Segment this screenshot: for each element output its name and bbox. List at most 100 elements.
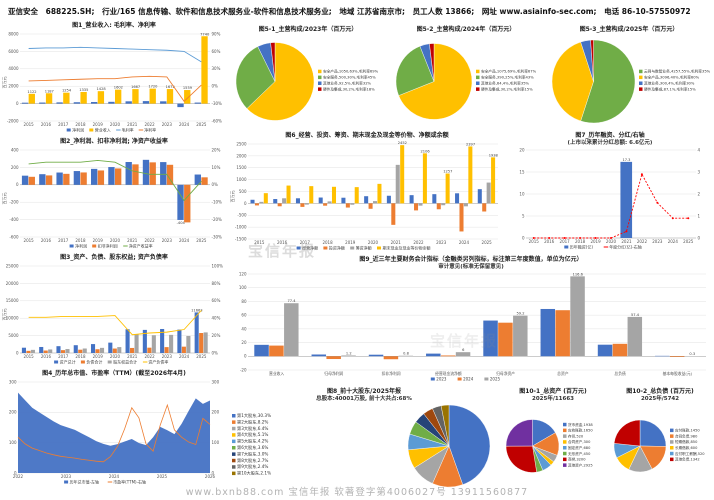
svg-text:2025: 2025 — [196, 122, 207, 127]
ticker: 688225.SH; — [45, 7, 95, 16]
svg-text:2106: 2106 — [421, 149, 431, 153]
svg-text:2016: 2016 — [544, 239, 555, 244]
svg-text:60%: 60% — [212, 298, 221, 303]
svg-text:合同负债,980: 合同负债,980 — [675, 433, 698, 438]
svg-text:百万元: 百万元 — [230, 190, 235, 202]
svg-text:短期借款,850: 短期借款,850 — [675, 439, 698, 444]
svg-text:第2大股东,8.2%: 第2大股东,8.2% — [237, 418, 268, 425]
svg-text:0%: 0% — [212, 182, 219, 187]
svg-text:2025: 2025 — [490, 376, 501, 381]
svg-text:第9大股东,2.4%: 第9大股东,2.4% — [237, 463, 268, 470]
svg-text:2022: 2022 — [144, 122, 155, 127]
svg-text:400: 400 — [11, 147, 19, 152]
svg-text:合同资产,300: 合同资产,300 — [568, 439, 591, 444]
svg-text:2017: 2017 — [560, 239, 571, 244]
chart-plot-area: 0 0 5 1 10 2 15 3 20 4 2015 2016 2017 2018 2019 2020 202… — [508, 146, 712, 252]
svg-text:-500: -500 — [237, 212, 247, 217]
svg-text:其他资产,2925: 其他资产,2925 — [568, 462, 593, 467]
fig6-cashflow-chart: 图6_经营、投资、筹资、期末现金及现金等价物、净额或余额 -1500 -1000-… — [230, 132, 504, 252]
fig9-plot: -20 0 20 40 60 80 100 120 营业收入 归母净利润 扣非净利润 经营现金流净额 归… — [239, 271, 706, 381]
svg-text:100: 100 — [212, 440, 220, 445]
svg-text:100: 100 — [239, 285, 247, 290]
svg-text:2021: 2021 — [127, 354, 138, 359]
svg-text:-10%: -10% — [212, 199, 223, 204]
svg-text:2020: 2020 — [110, 122, 121, 127]
chart-title: 图10-1_总资产 (百万元) — [519, 388, 587, 395]
svg-text:固定资产,680: 固定资产,680 — [568, 445, 591, 450]
svg-text:200: 200 — [11, 164, 19, 169]
svg-text:10: 10 — [519, 191, 525, 196]
svg-text:其他业务,64,4%,毛利率35%: 其他业务,64,4%,毛利率35% — [481, 80, 530, 85]
chart-subtitle: 2025年/5742 — [640, 395, 680, 402]
chart-plot-area: 0 0% 5000 20% 10000 40% 15000 60% 20000 80% 25000 1… — [2, 262, 226, 367]
svg-text:-400: -400 — [9, 217, 19, 222]
svg-text:2024: 2024 — [179, 238, 190, 243]
chart-title: 图10-2_总负债 (百万元) — [626, 388, 694, 395]
svg-text:第4大股东,5.1%: 第4大股东,5.1% — [237, 431, 268, 438]
svg-text:1602: 1602 — [114, 85, 123, 89]
svg-text:第7大股东,3.0%: 第7大股东,3.0% — [237, 450, 268, 457]
svg-text:7740: 7740 — [200, 32, 210, 36]
chart-plot-area: -600 -30% -400 -20% -200 -10% 0 0% 200 10% 400 20% 2… — [2, 146, 226, 251]
svg-text:60%: 60% — [212, 48, 221, 53]
svg-text:存货,520: 存货,520 — [568, 433, 584, 438]
svg-text:2023: 2023 — [162, 122, 173, 127]
svg-text:2019: 2019 — [93, 354, 104, 359]
svg-text:历年融资(亿): 历年融资(亿) — [570, 243, 594, 249]
svg-text:2021: 2021 — [127, 238, 138, 243]
svg-text:40%: 40% — [212, 315, 221, 320]
svg-text:-1000: -1000 — [235, 224, 247, 229]
svg-text:安全服务,500,30%,毛利率45%: 安全服务,500,30%,毛利率45% — [323, 74, 376, 79]
svg-text:17.3: 17.3 — [622, 158, 630, 162]
svg-text:硬件及集成,30,2%,毛利率15%: 硬件及集成,30,2%,毛利率15% — [481, 86, 533, 91]
svg-text:-30%: -30% — [212, 234, 223, 239]
svg-text:20: 20 — [241, 340, 247, 345]
svg-text:4: 4 — [698, 147, 701, 152]
svg-text:1187: 1187 — [45, 89, 54, 93]
fig8-plot: 第1大股东,30.3%第2大股东,8.2%第3大股东,6.4%第4大股东,5.1… — [232, 404, 491, 488]
svg-text:2000: 2000 — [8, 83, 19, 88]
svg-text:8000: 8000 — [8, 31, 19, 36]
svg-text:2022: 2022 — [144, 238, 155, 243]
svg-text:-1500: -1500 — [235, 236, 247, 241]
svg-text:77.4: 77.4 — [288, 299, 297, 303]
svg-text:2025: 2025 — [157, 474, 168, 479]
svg-text:59.2: 59.2 — [517, 312, 525, 316]
svg-text:5000: 5000 — [8, 333, 19, 338]
fig7-financing-dividends-chart: 图7_历年融资、分红/右轴 (上市以来累计分红总额: 6.6亿元) 0 0 5 1 10… — [508, 132, 712, 252]
svg-text:2023: 2023 — [162, 354, 173, 359]
svg-text:6000: 6000 — [8, 48, 19, 53]
svg-text:历年总市值-左轴: 历年总市值-左轴 — [70, 478, 99, 484]
svg-text:2019: 2019 — [345, 240, 356, 245]
svg-text:2015: 2015 — [24, 122, 35, 127]
svg-text:2025: 2025 — [196, 354, 207, 359]
svg-text:2021: 2021 — [127, 122, 138, 127]
svg-text:货币资金,1938: 货币资金,1938 — [568, 422, 593, 427]
fig1-revenue-margins-chart: 图1_营业收入: 毛利率、净利率 -2000 -60% 0 -30% 2000 0% 400… — [2, 22, 226, 134]
svg-text:2000: 2000 — [236, 153, 247, 158]
svg-text:2018: 2018 — [575, 239, 586, 244]
svg-text:0: 0 — [16, 101, 19, 106]
svg-text:第1大股东,30.3%: 第1大股东,30.3% — [237, 412, 271, 419]
svg-text:安全产品,3096,40%,毛利率60%: 安全产品,3096,40%,毛利率60% — [644, 74, 700, 79]
svg-text:安全产品,1075,69%,毛利率67%: 安全产品,1075,69%,毛利率67% — [481, 68, 537, 73]
svg-text:硬件及集成,87,1%,毛利率15%: 硬件及集成,87,1%,毛利率15% — [644, 86, 696, 91]
svg-text:2500: 2500 — [236, 141, 247, 146]
svg-text:第5大股东,4.2%: 第5大股东,4.2% — [237, 438, 268, 445]
svg-text:营业收入: 营业收入 — [269, 371, 284, 376]
svg-text:20%: 20% — [212, 147, 221, 152]
svg-text:1667: 1667 — [131, 85, 140, 89]
chart-plot-area: -1500 -1000 -500 0 500 1000 1500 2000 2500 2015 20… — [230, 140, 504, 253]
svg-text:2019: 2019 — [93, 122, 104, 127]
svg-text:安全产品,1050,63%,毛利率69%: 安全产品,1050,63%,毛利率69% — [323, 68, 379, 73]
fig4-plot: 0 0 100 100 200 200 300 300 2022 2023 2024 2025 2026… — [9, 379, 220, 484]
svg-text:总资产: 总资产 — [557, 371, 569, 376]
svg-text:2: 2 — [698, 191, 701, 196]
svg-text:2017: 2017 — [300, 240, 311, 245]
svg-text:20000: 20000 — [6, 280, 19, 285]
company-name: 亚信安全 — [8, 7, 38, 16]
svg-text:10%: 10% — [212, 164, 221, 169]
svg-text:2020: 2020 — [606, 239, 617, 244]
svg-text:0: 0 — [16, 182, 19, 187]
svg-text:15000: 15000 — [6, 298, 19, 303]
